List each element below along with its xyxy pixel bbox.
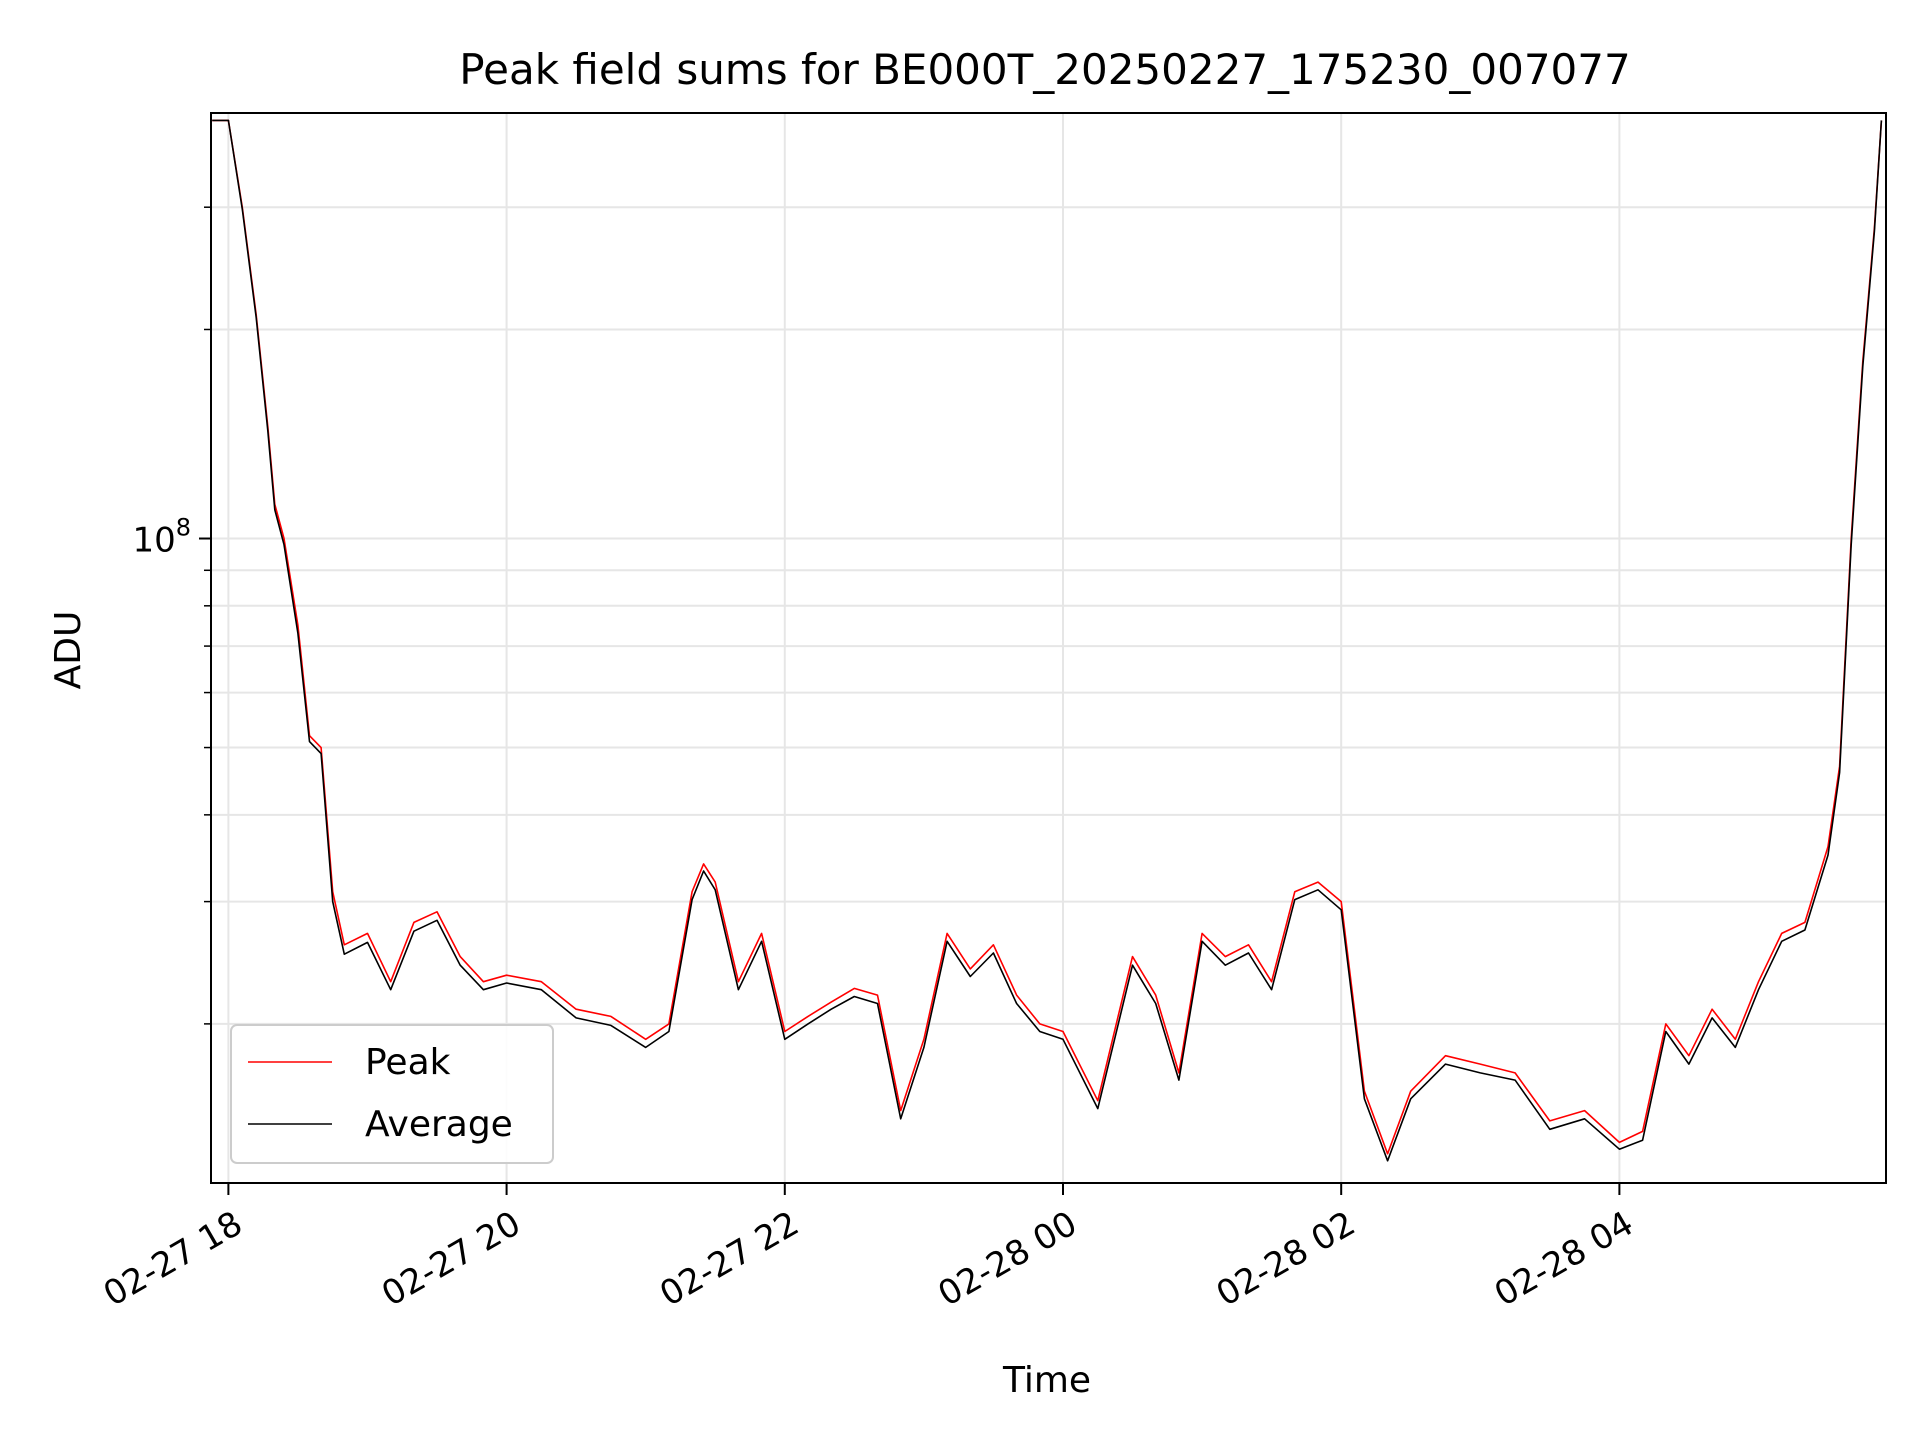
plot-frame xyxy=(210,112,1887,1184)
legend-label-peak: Peak xyxy=(365,1042,451,1083)
series-line-peak xyxy=(212,119,1883,1155)
y-axis-label: ADU xyxy=(48,611,89,690)
y-tick-label: 108 xyxy=(132,514,191,561)
x-axis-label: Time xyxy=(1002,1360,1091,1401)
y-tick-label-exponent: 8 xyxy=(176,514,191,542)
series-line-average xyxy=(212,119,1883,1162)
legend-label-average: Average xyxy=(365,1104,513,1145)
y-tick-label-base: 10 xyxy=(132,521,175,561)
grid-layer xyxy=(211,113,1886,1183)
series-layer xyxy=(212,119,1883,1162)
chart-title: Peak field sums for BE000T_20250227_1752… xyxy=(459,45,1630,94)
legend-box xyxy=(230,1024,554,1164)
legend: Peak Average xyxy=(230,1024,554,1164)
